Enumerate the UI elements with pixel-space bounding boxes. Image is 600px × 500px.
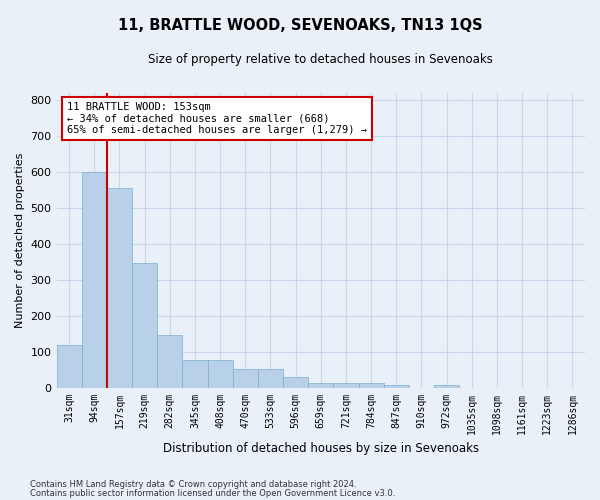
Bar — [208, 360, 233, 388]
Y-axis label: Number of detached properties: Number of detached properties — [15, 152, 25, 328]
Bar — [383, 385, 409, 388]
Bar — [132, 263, 157, 388]
Bar — [233, 369, 258, 388]
Bar — [107, 188, 132, 388]
Text: Contains public sector information licensed under the Open Government Licence v3: Contains public sector information licen… — [30, 488, 395, 498]
Bar — [56, 344, 82, 388]
Bar — [283, 377, 308, 388]
Title: Size of property relative to detached houses in Sevenoaks: Size of property relative to detached ho… — [148, 52, 493, 66]
Bar — [258, 369, 283, 388]
Text: Contains HM Land Registry data © Crown copyright and database right 2024.: Contains HM Land Registry data © Crown c… — [30, 480, 356, 489]
Text: 11, BRATTLE WOOD, SEVENOAKS, TN13 1QS: 11, BRATTLE WOOD, SEVENOAKS, TN13 1QS — [118, 18, 482, 32]
Bar — [182, 360, 208, 388]
X-axis label: Distribution of detached houses by size in Sevenoaks: Distribution of detached houses by size … — [163, 442, 479, 455]
Bar — [359, 383, 383, 388]
Bar — [434, 385, 459, 388]
Bar — [157, 335, 182, 388]
Bar — [308, 382, 334, 388]
Text: 11 BRATTLE WOOD: 153sqm
← 34% of detached houses are smaller (668)
65% of semi-d: 11 BRATTLE WOOD: 153sqm ← 34% of detache… — [67, 102, 367, 135]
Bar — [82, 172, 107, 388]
Bar — [334, 383, 359, 388]
